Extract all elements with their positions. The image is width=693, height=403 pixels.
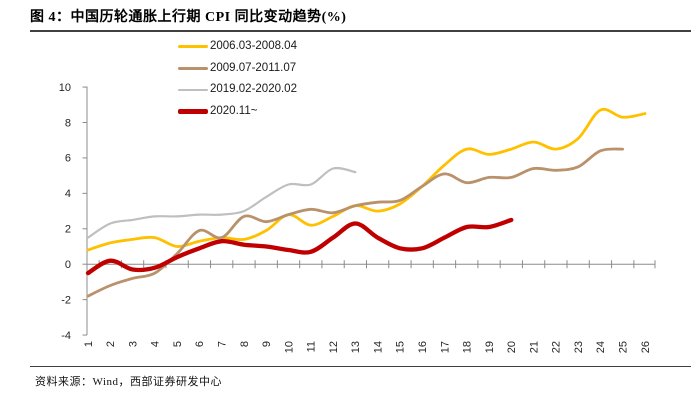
- y-tick-label: 6: [65, 153, 71, 165]
- legend-item-2006: 2006.03-2008.04: [178, 36, 297, 58]
- x-tick-label: 21: [528, 341, 540, 353]
- x-tick-label: 24: [595, 341, 607, 353]
- y-tick-label: 4: [65, 188, 71, 200]
- x-tick-label: 12: [328, 341, 340, 353]
- series-2020-11-line: [85, 217, 514, 276]
- figure-title: 图 4：中国历轮通胀上行期 CPI 同比变动趋势(%): [30, 10, 347, 25]
- x-tick-label: 25: [618, 341, 630, 353]
- legend-label-2020: 2020.11~: [210, 104, 258, 117]
- x-tick-label: 11: [306, 341, 318, 352]
- x-tick-label: 13: [350, 341, 362, 353]
- x-tick-label: 6: [194, 341, 206, 347]
- x-tick-label: 4: [150, 341, 162, 347]
- x-tick-label: 14: [372, 341, 384, 353]
- x-tick-label: 18: [462, 341, 474, 353]
- x-tick-label: 5: [172, 341, 184, 347]
- x-tick-label: 26: [640, 341, 652, 353]
- legend-item-2019: 2019.02-2020.02: [178, 79, 297, 101]
- y-tick-label: -4: [61, 330, 71, 342]
- source-divider: [30, 366, 691, 367]
- y-tick-label: 0: [65, 259, 71, 271]
- legend-swatch-2020: [178, 108, 208, 114]
- y-tick-label: 8: [65, 117, 71, 129]
- title-divider: [30, 30, 691, 32]
- legend-swatch-2009: [178, 66, 208, 70]
- x-tick-label: 3: [127, 341, 139, 347]
- series-2019-02-2020-02-line: [86, 166, 357, 239]
- y-tick-label: 2: [65, 224, 71, 236]
- x-tick-label: 15: [395, 341, 407, 353]
- y-tick-label: -2: [61, 294, 71, 306]
- x-tick-label: 1: [83, 341, 95, 347]
- x-tick-label: 8: [239, 341, 251, 347]
- x-tick-label: 9: [261, 341, 273, 347]
- x-tick-label: 22: [551, 341, 563, 353]
- x-tick-label: 2: [105, 341, 117, 347]
- legend-label-2009: 2009.07-2011.07: [210, 61, 297, 74]
- x-tick-label: 7: [216, 341, 228, 347]
- legend-label-2019: 2019.02-2020.02: [210, 83, 297, 95]
- legend-item-2020: 2020.11~: [178, 101, 297, 123]
- x-tick-label: 10: [283, 341, 295, 353]
- legend-item-2009: 2009.07-2011.07: [178, 58, 297, 80]
- x-tick-label: 23: [573, 341, 585, 353]
- source-text: 资料来源：Wind，西部证券研发中心: [35, 376, 222, 388]
- y-tick-label: 10: [59, 82, 71, 94]
- chart-legend: 2006.03-2008.04 2009.07-2011.07 2019.02-…: [178, 36, 297, 122]
- x-tick-label: 19: [484, 341, 496, 353]
- legend-label-2006: 2006.03-2008.04: [210, 40, 297, 52]
- x-tick-label: 20: [506, 341, 518, 353]
- legend-swatch-2006: [178, 45, 208, 49]
- x-tick-label: 16: [417, 341, 429, 353]
- x-tick-label: 17: [439, 341, 451, 353]
- series-2006-03-2008-04-line: [86, 107, 647, 252]
- legend-swatch-2019: [178, 88, 208, 91]
- series-2009-07-2011-07-line: [86, 147, 625, 298]
